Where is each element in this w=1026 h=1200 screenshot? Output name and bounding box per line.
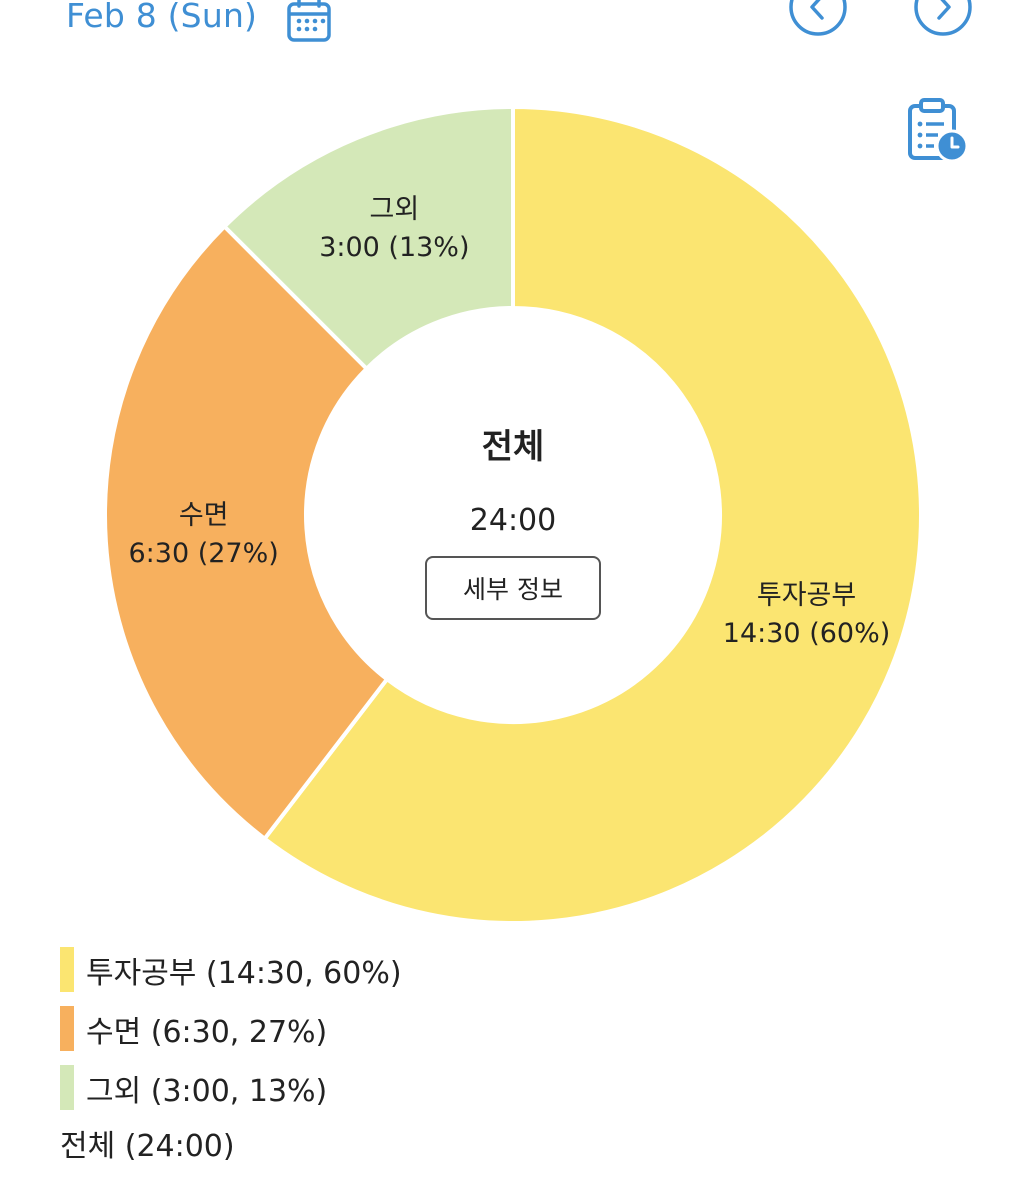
legend-total: 전체 (24:00)	[60, 1129, 235, 1164]
donut-slice[interactable]	[103, 223, 390, 842]
slice-label: 수면 6:30 (27%)	[94, 497, 314, 573]
donut-slice[interactable]	[221, 104, 515, 372]
donut-slice[interactable]	[261, 104, 923, 925]
legend-item: 투자공부 (14:30, 60%)	[60, 946, 402, 993]
legend-label: 수면 (6:30, 27%)	[86, 1014, 328, 1050]
legend-item: 수면 (6:30, 27%)	[60, 1005, 402, 1052]
chevron-left-icon	[810, 0, 824, 20]
calendar-icon[interactable]	[285, 0, 333, 44]
slice-label-name: 투자공부	[756, 579, 857, 611]
chart-legend: 투자공부 (14:30, 60%) 수면 (6:30, 27%) 그외 (3:0…	[60, 946, 402, 1170]
legend-swatch	[60, 1006, 74, 1051]
legend-swatch	[60, 947, 74, 992]
center-total: 24:00	[469, 503, 557, 538]
chevron-right-icon	[937, 0, 951, 20]
center-title: 전체	[481, 427, 545, 467]
legend-swatch	[60, 1065, 74, 1110]
slice-label-value: 14:30 (60%)	[722, 617, 891, 649]
prev-day-button[interactable]	[787, 0, 849, 38]
legend-item: 그외 (3:00, 13%)	[60, 1064, 402, 1111]
slice-label-value: 3:00 (13%)	[319, 231, 470, 263]
legend-label: 투자공부 (14:30, 60%)	[86, 955, 402, 991]
slice-label: 투자공부 14:30 (60%)	[697, 577, 917, 653]
detail-info-button[interactable]: 세부 정보	[425, 556, 601, 620]
legend-label: 그외 (3:00, 13%)	[86, 1073, 328, 1109]
slice-label-value: 6:30 (27%)	[128, 538, 279, 570]
next-day-button[interactable]	[912, 0, 974, 38]
slice-label-name: 그외	[369, 193, 420, 225]
clipboard-clock-icon[interactable]	[906, 98, 970, 164]
slice-label: 그외 3:00 (13%)	[284, 191, 504, 267]
slice-label-name: 수면	[178, 500, 229, 532]
date-label[interactable]: Feb 8 (Sun)	[66, 0, 258, 35]
